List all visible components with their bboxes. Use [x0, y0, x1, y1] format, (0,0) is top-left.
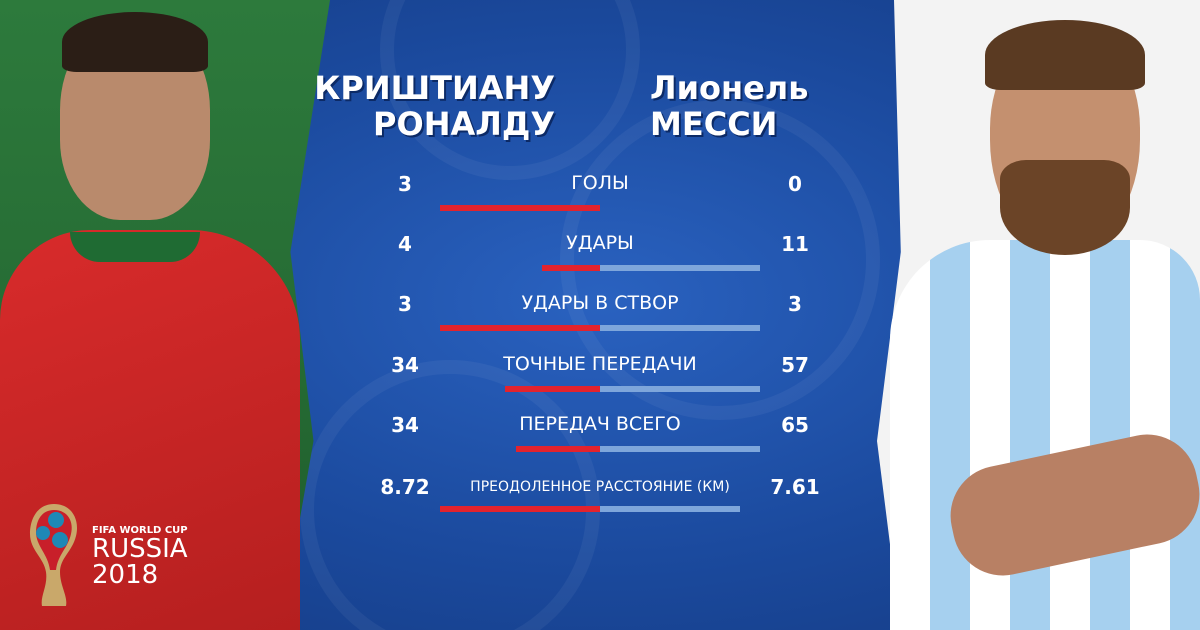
right-value: 0	[788, 172, 802, 196]
left-bar	[440, 325, 600, 331]
stat-label: ТОЧНЫЕ ПЕРЕДАЧИ	[503, 353, 697, 375]
player-left-first: КРИШТИАНУ	[314, 69, 555, 107]
right-bar	[600, 325, 760, 331]
ronaldo-collar	[70, 232, 200, 262]
world-cup-trophy-icon	[30, 504, 78, 606]
logo-line3: 2018	[92, 560, 159, 590]
left-value: 34	[391, 413, 419, 437]
stat-row: 4 УДАРЫ 11	[370, 232, 830, 282]
right-bar	[600, 265, 760, 271]
stat-row: 3 ГОЛЫ 0	[370, 172, 830, 222]
stat-label: УДАРЫ	[566, 232, 634, 254]
right-value: 65	[781, 413, 809, 437]
player-left-last: РОНАЛДУ	[373, 105, 555, 143]
player-left-name: КРИШТИАНУ РОНАЛДУ	[314, 70, 555, 142]
stat-row: 8.72 ПРЕОДОЛЕННОЕ РАССТОЯНИЕ (КМ) 7.61	[370, 475, 830, 525]
left-bar	[440, 205, 600, 211]
right-value: 3	[788, 292, 802, 316]
right-bar	[600, 446, 760, 452]
left-value: 8.72	[380, 475, 430, 499]
stat-row: 34 ПЕРЕДАЧ ВСЕГО 65	[370, 413, 830, 463]
right-value: 57	[781, 353, 809, 377]
right-value: 7.61	[770, 475, 820, 499]
stat-label: ПРЕОДОЛЕННОЕ РАССТОЯНИЕ (КМ)	[470, 479, 730, 495]
logo-line2: RUSSIA	[92, 534, 188, 564]
left-bar	[440, 506, 600, 512]
right-value: 11	[781, 232, 809, 256]
stat-label: ГОЛЫ	[571, 172, 629, 194]
left-value: 34	[391, 353, 419, 377]
stat-row: 34 ТОЧНЫЕ ПЕРЕДАЧИ 57	[370, 353, 830, 403]
left-bar	[504, 386, 600, 392]
stat-row: 3 УДАРЫ В СТВОР 3	[370, 292, 830, 342]
messi-beard	[1000, 160, 1130, 255]
player-right-name: Лионель МЕССИ	[650, 70, 808, 142]
left-bar	[516, 446, 600, 452]
messi-hair	[985, 20, 1145, 90]
logo-line1: FIFA WORLD CUP	[92, 525, 188, 536]
left-value: 4	[398, 232, 412, 256]
right-bar	[600, 506, 740, 512]
right-bar	[600, 386, 760, 392]
world-cup-logo-text: FIFA WORLD CUP RUSSIA 2018	[92, 525, 188, 588]
ronaldo-hair	[62, 12, 208, 72]
player-right-last: МЕССИ	[650, 105, 778, 143]
left-bar	[541, 265, 600, 271]
stat-label: УДАРЫ В СТВОР	[521, 292, 679, 314]
left-value: 3	[398, 292, 412, 316]
player-right-first: Лионель	[650, 69, 809, 107]
left-value: 3	[398, 172, 412, 196]
stat-label: ПЕРЕДАЧ ВСЕГО	[519, 413, 681, 435]
